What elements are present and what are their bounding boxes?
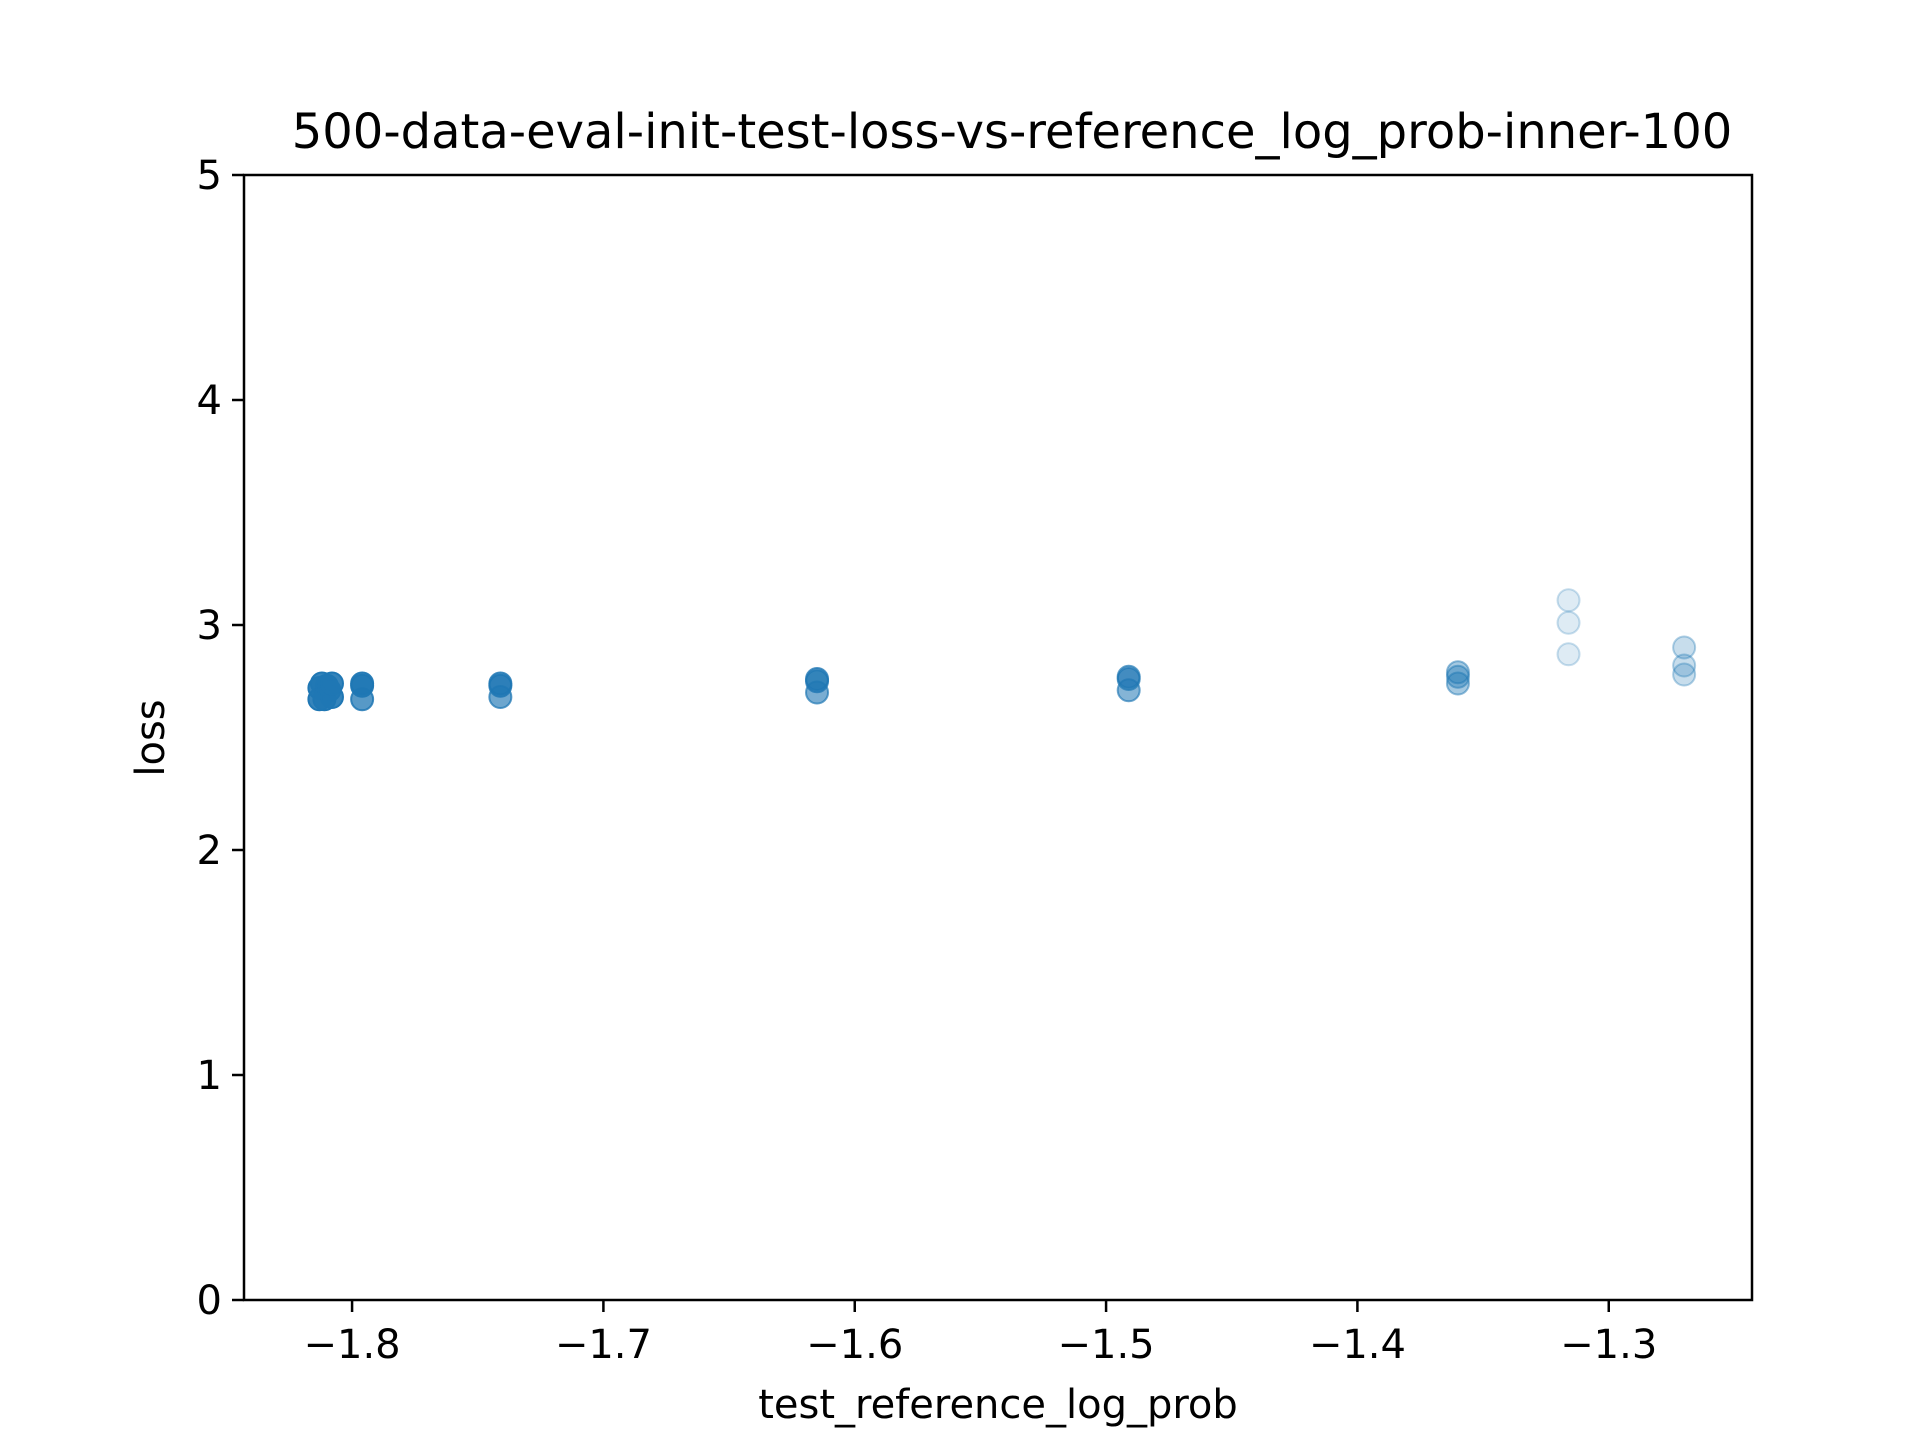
- points-layer: [307, 588, 1697, 712]
- scatter-point: [488, 671, 513, 696]
- scatter-point: [1672, 635, 1697, 660]
- x-tick-label: −1.7: [555, 1322, 652, 1368]
- x-axis-ticks: −1.8 −1.7 −1.6 −1.5 −1.4 −1.3: [304, 1300, 1657, 1368]
- chart-title: 500-data-eval-init-test-loss-vs-referenc…: [292, 104, 1733, 160]
- scatter-point: [350, 671, 375, 696]
- x-tick-label: −1.4: [1309, 1322, 1406, 1368]
- x-tick-label: −1.8: [304, 1322, 401, 1368]
- y-tick-label: 3: [197, 603, 222, 649]
- scatter-point: [1445, 660, 1470, 685]
- scatter-point: [805, 667, 830, 691]
- scatter-point: [1672, 662, 1697, 687]
- y-tick-label: 1: [197, 1053, 222, 1099]
- scatter-point: [1116, 664, 1141, 689]
- y-tick-label: 4: [197, 378, 222, 424]
- scatter-point: [1556, 588, 1581, 613]
- x-tick-label: −1.5: [1058, 1322, 1155, 1368]
- y-tick-label: 5: [197, 153, 222, 199]
- y-axis-ticks: 0 1 2 3 4 5: [197, 153, 244, 1324]
- x-axis-label: test_reference_log_prob: [758, 1382, 1238, 1428]
- x-tick-label: −1.6: [806, 1322, 903, 1368]
- y-axis-label: loss: [128, 699, 174, 776]
- scatter-point: [319, 671, 344, 696]
- scatter-point: [1556, 610, 1581, 635]
- y-tick-label: 2: [197, 828, 222, 874]
- y-tick-label: 0: [197, 1278, 222, 1324]
- scatter-point: [1556, 642, 1581, 667]
- scatter-point: [1672, 653, 1697, 678]
- plot-frame: [242, 173, 1754, 1302]
- x-tick-label: −1.3: [1560, 1322, 1657, 1368]
